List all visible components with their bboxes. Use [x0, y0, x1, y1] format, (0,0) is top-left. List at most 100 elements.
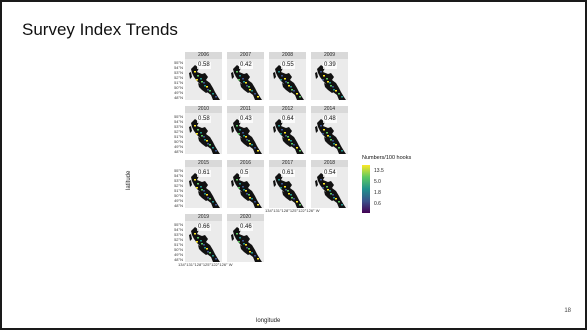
survey-cell [236, 125, 238, 127]
index-value: 0.39 [323, 62, 337, 69]
survey-cell [236, 179, 238, 181]
survey-cell [285, 189, 287, 191]
survey-cell [287, 82, 289, 84]
latitude-tick-label: 51°N [174, 188, 183, 193]
survey-cell [197, 75, 199, 77]
latitude-tick-label: 55°N [174, 114, 183, 119]
index-value: 0.54 [323, 170, 337, 177]
coastline-shape [191, 65, 220, 100]
survey-cell [278, 125, 280, 127]
island-shape [324, 83, 334, 93]
facet-panel: 2018 0.54 [311, 160, 348, 208]
facet-panel: 2015 0.61 [185, 160, 222, 208]
survey-cell [245, 190, 247, 192]
map-plot-area: 0.55 [269, 59, 306, 100]
facet-panel: 2017 0.61 [269, 160, 306, 208]
survey-cell [207, 89, 209, 91]
legend-label: 5.0 [374, 179, 381, 185]
bc-coast-map [189, 227, 220, 262]
survey-cell [257, 150, 259, 152]
facet-panel: 2006 0.58 [185, 52, 222, 100]
survey-cell [278, 71, 280, 73]
survey-cell [322, 133, 324, 135]
bc-coast-map [189, 119, 220, 154]
survey-cell [207, 197, 209, 199]
survey-cell [281, 75, 283, 77]
survey-cell [330, 139, 332, 141]
island-shape [231, 234, 234, 241]
map-plot-area: 0.54 [311, 167, 348, 208]
facet-year-label: 2012 [269, 106, 306, 113]
survey-cell [246, 193, 248, 195]
latitude-tick-label: 52°N [174, 75, 183, 80]
facet-year-label: 2009 [311, 52, 348, 59]
coastline-shape [233, 65, 262, 100]
latitude-tick-label: 51°N [174, 242, 183, 247]
survey-cell [196, 79, 198, 81]
survey-cell [249, 251, 251, 253]
index-value: 0.61 [281, 170, 295, 177]
island-shape [240, 137, 250, 147]
survey-cell [329, 136, 331, 138]
survey-cell [322, 79, 324, 81]
survey-cell [335, 90, 337, 92]
facet-year-label: 2006 [185, 52, 222, 59]
latitude-tick-label: 55°N [174, 168, 183, 173]
latitude-tick-label: 54°N [174, 119, 183, 124]
survey-cell [280, 133, 282, 135]
map-plot-area: 0.61 [185, 167, 222, 208]
survey-cell [243, 81, 245, 83]
bc-coast-map [315, 173, 346, 208]
coastline-shape [191, 173, 220, 208]
latitude-tick-label: 48°N [174, 149, 183, 154]
survey-cell [326, 78, 328, 80]
survey-cell [248, 140, 250, 142]
coastline-shape [317, 173, 346, 208]
latitude-tick-label: 50°N [174, 193, 183, 198]
survey-cell [243, 189, 245, 191]
survey-cell [242, 132, 244, 134]
survey-cell [251, 252, 253, 254]
survey-cell [248, 194, 250, 196]
facet-year-label: 2020 [227, 214, 264, 221]
island-shape [240, 191, 250, 201]
survey-cell [209, 90, 211, 92]
survey-cell [254, 93, 256, 95]
survey-cell [333, 143, 335, 145]
survey-cell [206, 140, 208, 142]
survey-cell [320, 179, 322, 181]
facet-panel: 2016 0.5 [227, 160, 264, 208]
island-shape [189, 234, 192, 241]
longitude-tick-labels: 134°131°128°125°122°126° W [178, 262, 233, 267]
latitude-tick-label: 53°N [174, 178, 183, 183]
survey-cell [242, 186, 244, 188]
survey-cell [203, 190, 205, 192]
survey-cell [293, 198, 295, 200]
survey-cell [284, 186, 286, 188]
survey-cell [280, 79, 282, 81]
survey-cell [196, 241, 198, 243]
survey-cell [288, 85, 290, 87]
survey-cell [207, 143, 209, 145]
survey-cell [200, 186, 202, 188]
index-value: 0.58 [197, 116, 211, 123]
latitude-tick-label: 50°N [174, 139, 183, 144]
facet-panel: 2019 0.66 [185, 214, 222, 262]
survey-cell [239, 129, 241, 131]
island-shape [189, 126, 192, 133]
facet-year-label: 2015 [185, 160, 222, 167]
bc-coast-map [273, 119, 304, 154]
page-number: 18 [564, 308, 571, 314]
survey-cell [332, 86, 334, 88]
survey-cell [341, 150, 343, 152]
latitude-tick-label: 52°N [174, 237, 183, 242]
survey-cell [323, 129, 325, 131]
survey-cell [245, 82, 247, 84]
bc-coast-map [273, 173, 304, 208]
island-shape [324, 191, 334, 201]
survey-cell [290, 140, 292, 142]
survey-cell [293, 144, 295, 146]
map-plot-area: 0.39 [311, 59, 348, 100]
latitude-tick-label: 52°N [174, 129, 183, 134]
survey-cell [246, 85, 248, 87]
